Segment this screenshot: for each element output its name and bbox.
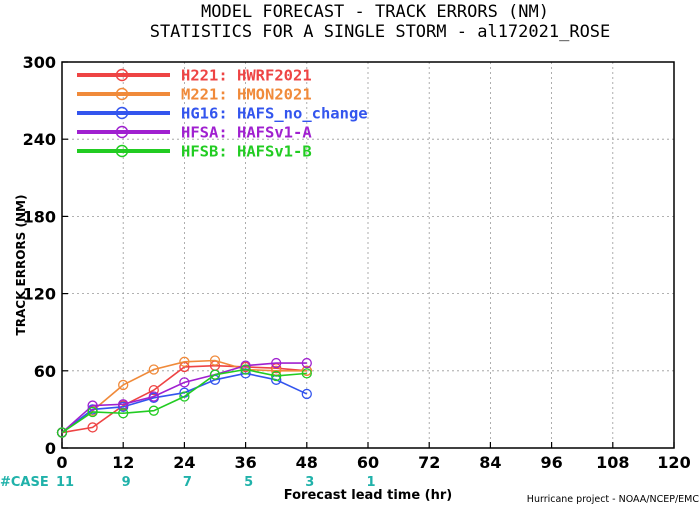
x-tick-label: 12 <box>112 453 134 472</box>
x-tick-label: 60 <box>357 453 379 472</box>
case-count: 5 <box>244 475 253 490</box>
legend-marker <box>115 87 129 101</box>
series-line <box>61 368 307 434</box>
data-point <box>301 368 312 379</box>
case-count: 1 <box>366 475 375 490</box>
x-tick-label: 84 <box>479 453 501 472</box>
x-tick-label: 24 <box>173 453 195 472</box>
data-point <box>118 401 129 412</box>
legend-label: M221: HMON2021 <box>181 86 312 104</box>
data-point <box>209 369 221 380</box>
y-tick-label: 120 <box>23 285 56 304</box>
y-tick-label: 240 <box>23 130 56 149</box>
case-count-row: #CASE 11 9 7 5 3 1 <box>0 475 376 490</box>
data-point <box>148 364 159 375</box>
x-tick-label: 48 <box>296 453 318 472</box>
data-point <box>271 370 282 382</box>
y-tick-label: 0 <box>45 439 56 458</box>
legend-marker <box>115 125 129 139</box>
chart-subtitle: STATISTICS FOR A SINGLE STORM - al172021… <box>150 22 611 42</box>
data-point <box>87 406 98 418</box>
data-point <box>118 408 129 419</box>
x-axis-label: Forecast lead time (hr) <box>284 488 452 503</box>
x-tick-label: 36 <box>234 453 256 472</box>
x-tick-label: 0 <box>56 453 67 472</box>
data-point <box>271 357 282 369</box>
case-count: 7 <box>183 475 192 490</box>
y-axis-ticks: 0 60 120 180 240 300 <box>23 53 68 458</box>
data-point <box>148 405 159 416</box>
data-point <box>148 391 159 402</box>
case-count: 3 <box>305 475 314 490</box>
data-point <box>56 427 68 438</box>
legend-label: HG16: HAFS_no_change <box>181 105 368 123</box>
series-layer <box>56 355 312 438</box>
x-tick-label: 120 <box>657 453 690 472</box>
legend-marker <box>115 144 129 158</box>
x-tick-label: 108 <box>596 453 629 472</box>
data-point <box>87 400 98 411</box>
data-point <box>301 357 312 369</box>
chart-title: MODEL FORECAST - TRACK ERRORS (NM) <box>201 2 549 22</box>
case-label: #CASE <box>0 475 49 490</box>
data-point <box>240 364 251 375</box>
y-axis-label: TRACK ERRORS (NM) <box>14 195 28 336</box>
x-tick-label: 96 <box>540 453 562 472</box>
case-count: 9 <box>122 475 131 490</box>
x-axis-ticks: 0 12 24 36 48 60 72 84 96 108 120 <box>56 442 691 472</box>
y-tick-label: 300 <box>23 53 56 72</box>
y-tick-label: 60 <box>34 362 56 381</box>
credit-text: Hurricane project - NOAA/NCEP/EMC <box>527 494 700 505</box>
x-tick-label: 72 <box>418 453 440 472</box>
data-point <box>301 388 312 400</box>
data-point <box>118 379 129 391</box>
case-count: 11 <box>56 475 74 490</box>
data-point <box>148 384 159 396</box>
legend-marker <box>115 106 129 120</box>
legend-marker <box>115 68 129 82</box>
y-tick-label: 180 <box>23 207 56 226</box>
data-point <box>179 377 190 388</box>
legend-label: HFSB: HAFSv1-B <box>181 143 312 161</box>
series-5 <box>56 364 312 438</box>
data-point <box>301 365 312 376</box>
data-point <box>209 355 221 366</box>
legend-label: HFSA: HAFSv1-A <box>181 124 312 142</box>
legend-label: H221: HWRF2021 <box>181 67 312 85</box>
series-line <box>61 362 307 434</box>
series-line <box>61 359 307 434</box>
grid-lines <box>62 62 674 448</box>
data-point <box>179 356 190 367</box>
data-point <box>87 422 98 433</box>
data-point <box>179 391 190 402</box>
